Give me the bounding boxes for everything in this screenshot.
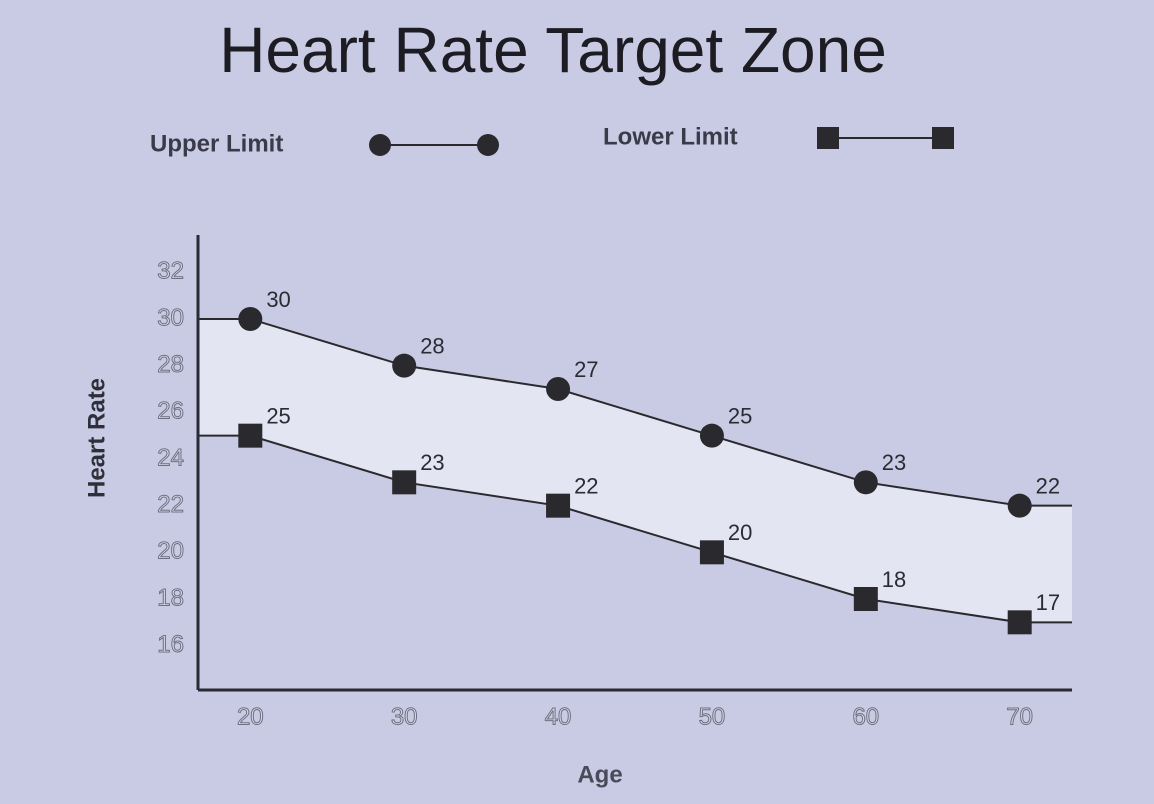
data-label: 28 <box>420 333 444 358</box>
x-tick-label: 50 <box>699 703 726 730</box>
data-label: 23 <box>420 450 444 475</box>
point <box>238 423 263 448</box>
point <box>546 377 571 401</box>
point <box>392 470 417 495</box>
legend-label: Upper Limit <box>150 130 283 157</box>
x-tick-label: 70 <box>1006 703 1033 730</box>
y-tick-label: 24 <box>157 444 184 471</box>
point <box>238 307 263 331</box>
point <box>1007 493 1032 518</box>
legend-marker <box>477 134 499 156</box>
series-line <box>250 434 1020 624</box>
series-line <box>250 318 1020 507</box>
data-label: 27 <box>574 357 598 382</box>
data-label: 22 <box>574 473 598 498</box>
legend-marker <box>932 127 954 149</box>
chart-title: Heart Rate Target Zone <box>219 14 887 86</box>
data-label: 18 <box>882 567 906 592</box>
y-tick-label: 22 <box>157 491 184 518</box>
data-label: 25 <box>728 403 752 428</box>
data-label: 23 <box>882 450 906 475</box>
x-tick-label: 30 <box>391 703 418 730</box>
x-tick-label: 20 <box>237 703 264 730</box>
y-axis-label: Heart Rate <box>83 378 110 498</box>
point <box>1007 610 1032 635</box>
legend-marker <box>817 127 839 149</box>
point <box>699 423 724 448</box>
point <box>853 470 878 495</box>
y-tick-label: 16 <box>157 631 184 658</box>
data-label: 22 <box>1036 473 1060 498</box>
y-tick-label: 28 <box>157 351 184 378</box>
data-label: 17 <box>1036 590 1060 615</box>
data-label: 20 <box>728 520 752 545</box>
y-tick-label: 32 <box>157 258 184 285</box>
y-tick-label: 26 <box>157 398 184 425</box>
point <box>546 493 571 518</box>
legend-marker <box>369 134 391 156</box>
point <box>392 353 417 378</box>
point <box>699 540 724 565</box>
y-tick-label: 30 <box>157 304 184 331</box>
point <box>853 587 878 611</box>
data-label: 25 <box>266 403 290 428</box>
x-axis-label: Age <box>577 761 622 788</box>
target-band <box>198 319 1072 623</box>
x-tick-label: 40 <box>545 703 572 730</box>
x-tick-label: 60 <box>852 703 879 730</box>
data-label: 30 <box>266 287 290 312</box>
legend-label: Lower Limit <box>603 123 738 150</box>
y-tick-label: 18 <box>157 584 184 611</box>
y-tick-label: 20 <box>157 538 184 565</box>
